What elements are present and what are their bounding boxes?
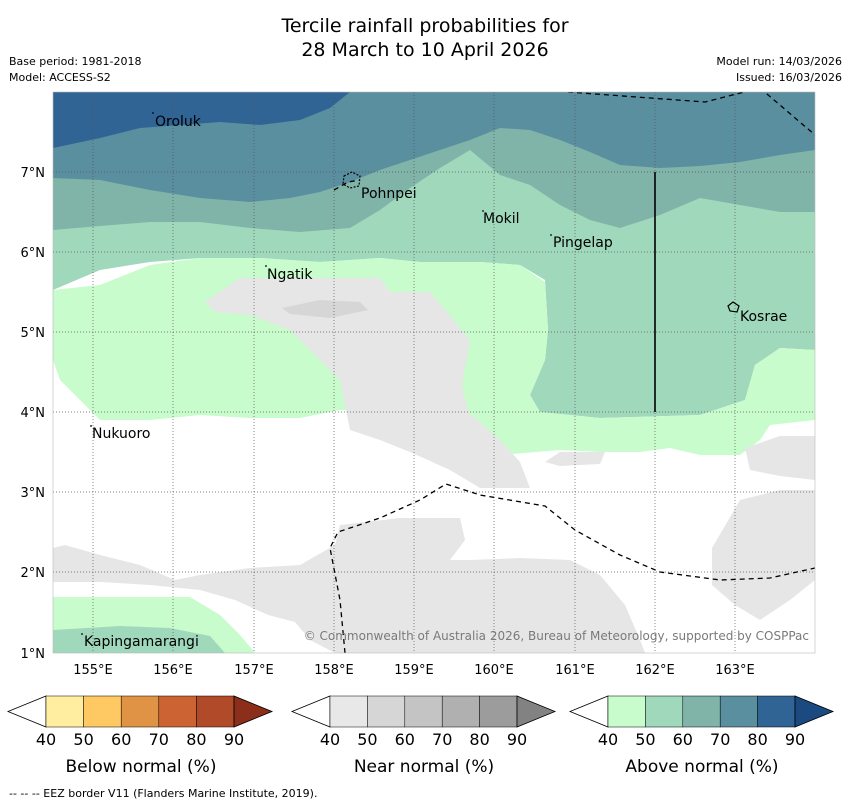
meta-right: Model run: 14/03/2026 Issued: 16/03/2026 bbox=[716, 54, 842, 86]
lon-label: 156°E bbox=[153, 663, 193, 678]
probability-fields bbox=[53, 92, 815, 653]
place-mokil: Mokil bbox=[483, 211, 520, 227]
below-colorbar-tick-label: 50 bbox=[73, 730, 93, 749]
near-colorbar-tick-label: 70 bbox=[432, 730, 452, 749]
below-colorbar-tick-label: 80 bbox=[186, 730, 206, 749]
lon-label: 161°E bbox=[555, 663, 595, 678]
lon-label: 157°E bbox=[234, 663, 274, 678]
above-colorbar-tick-label: 70 bbox=[710, 730, 730, 749]
below-colorbar-segment bbox=[45, 695, 84, 728]
lon-label: 163°E bbox=[715, 663, 755, 678]
below-colorbar-tick-label: 90 bbox=[224, 730, 244, 749]
above-colorbar-over-triangle bbox=[794, 695, 835, 728]
lon-label: 159°E bbox=[394, 663, 434, 678]
eez-footnote: -- -- -- EEZ border V11 (Flanders Marine… bbox=[9, 787, 318, 800]
lon-label: 158°E bbox=[314, 663, 354, 678]
below-colorbar-tick-label: 70 bbox=[149, 730, 169, 749]
near-colorbar-tick-label: 90 bbox=[507, 730, 527, 749]
eez-border bbox=[329, 92, 815, 653]
title-line-2: 28 March to 10 April 2026 bbox=[301, 39, 549, 61]
base-period: Base period: 1981-2018 bbox=[9, 55, 142, 68]
near-colorbar-segment bbox=[367, 695, 406, 728]
island-markers bbox=[81, 112, 552, 635]
above-colorbar-tick-label: 50 bbox=[635, 730, 655, 749]
place-ngatik: Ngatik bbox=[267, 267, 313, 283]
lon-label: 162°E bbox=[635, 663, 675, 678]
model-name: Model: ACCESS-S2 bbox=[9, 71, 111, 84]
place-pingelap: Pingelap bbox=[553, 235, 613, 251]
issued-date: Issued: 16/03/2026 bbox=[735, 71, 842, 84]
map-title: Tercile rainfall probabilities for 28 Ma… bbox=[0, 14, 850, 62]
below-colorbar-segment bbox=[196, 695, 235, 728]
model-run: Model run: 14/03/2026 bbox=[716, 55, 842, 68]
above-colorbar-tick-label: 60 bbox=[673, 730, 693, 749]
near-normal-region-central bbox=[205, 278, 530, 488]
place-nukuoro: Nukuoro bbox=[92, 426, 150, 442]
near-colorbar-segment bbox=[404, 695, 443, 728]
lat-label: 2°N bbox=[21, 566, 46, 581]
near-colorbar-tick-label: 40 bbox=[320, 730, 340, 749]
map-frame bbox=[52, 91, 816, 654]
lat-label: 4°N bbox=[21, 406, 46, 421]
latitude-labels: 7°N 6°N 5°N 4°N 3°N 2°N 1°N bbox=[21, 166, 46, 662]
near-normal-region-se bbox=[712, 490, 815, 620]
place-oroluk: Oroluk bbox=[155, 114, 202, 130]
below-colorbar-over-triangle bbox=[233, 695, 274, 728]
kosrae-island-shape bbox=[727, 301, 740, 313]
lat-label: 7°N bbox=[21, 166, 46, 181]
lat-label: 1°N bbox=[21, 647, 46, 662]
meta-left: Base period: 1981-2018 Model: ACCESS-S2 bbox=[9, 54, 141, 86]
above-colorbar-under-triangle bbox=[568, 695, 609, 728]
colorbar-above-normal: 40 50 60 70 80 90 bbox=[568, 695, 835, 749]
below-colorbar-tick-label: 60 bbox=[111, 730, 131, 749]
above-80-region bbox=[53, 92, 350, 148]
place-kosrae: Kosrae bbox=[740, 309, 787, 325]
lon-label: 160°E bbox=[474, 663, 514, 678]
near-normal-region-far-east bbox=[745, 436, 815, 480]
pohnpei-island-shape bbox=[342, 171, 361, 189]
colorbar-near-normal: 40 50 60 70 80 90 bbox=[290, 695, 557, 749]
colorbar-below-normal: 40 50 60 70 80 90 bbox=[6, 695, 274, 749]
near-normal-region-small bbox=[282, 300, 368, 318]
below-colorbar-segment bbox=[83, 695, 122, 728]
near-colorbar-segment bbox=[329, 695, 368, 728]
title-line-1: Tercile rainfall probabilities for bbox=[281, 15, 569, 37]
near-colorbar-segment bbox=[441, 695, 480, 728]
near-colorbar-tick-label: 50 bbox=[357, 730, 377, 749]
lat-label: 3°N bbox=[21, 486, 46, 501]
above-colorbar-tick-label: 90 bbox=[785, 730, 805, 749]
near-colorbar-tick-label: 80 bbox=[469, 730, 489, 749]
lat-label: 5°N bbox=[21, 326, 46, 341]
above-colorbar-segment bbox=[645, 695, 684, 728]
above-colorbar-segment bbox=[757, 695, 796, 728]
above-colorbar-tick-label: 40 bbox=[598, 730, 618, 749]
below-colorbar-segment bbox=[158, 695, 197, 728]
place-pohnpei: Pohnpei bbox=[361, 186, 417, 202]
near-colorbar-under-triangle bbox=[290, 695, 331, 728]
below-colorbar-tick-label: 40 bbox=[36, 730, 56, 749]
longitude-labels: 155°E 156°E 157°E 158°E 159°E 160°E 161°… bbox=[73, 663, 755, 678]
near-colorbar-segment bbox=[479, 695, 518, 728]
above-colorbar-tick-label: 80 bbox=[747, 730, 767, 749]
lat-label: 6°N bbox=[21, 246, 46, 261]
below-colorbar-under-triangle bbox=[6, 695, 47, 728]
near-colorbar-over-triangle bbox=[516, 695, 557, 728]
colorbar-title-below: Below normal (%) bbox=[66, 757, 217, 777]
above-50-region-south bbox=[53, 626, 225, 653]
copyright-notice: © Commonwealth of Australia 2026, Bureau… bbox=[304, 629, 809, 643]
place-kapingamarangi: Kapingamarangi bbox=[84, 634, 199, 650]
above-colorbar-segment bbox=[607, 695, 646, 728]
near-normal-region-south bbox=[53, 518, 645, 653]
colorbar-title-above: Above normal (%) bbox=[625, 757, 778, 777]
lon-label: 155°E bbox=[73, 663, 113, 678]
below-colorbar-segment bbox=[120, 695, 160, 728]
colorbar-title-near: Near normal (%) bbox=[354, 757, 494, 777]
above-colorbar-segment bbox=[682, 695, 721, 728]
above-colorbar-segment bbox=[719, 695, 758, 728]
near-colorbar-tick-label: 60 bbox=[395, 730, 415, 749]
